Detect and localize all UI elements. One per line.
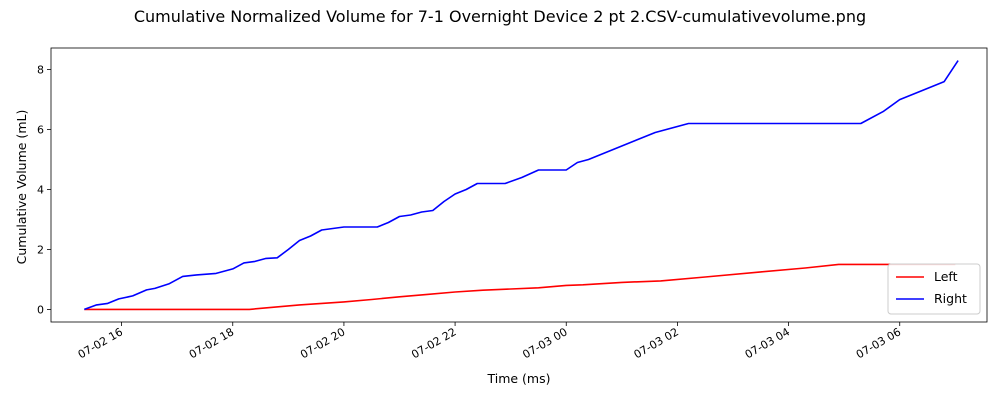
y-tick-label: 8 xyxy=(37,64,44,77)
x-tick-label: 07-02 16 xyxy=(76,325,125,361)
y-tick-label: 4 xyxy=(37,183,44,196)
series-line-right xyxy=(84,61,958,310)
y-axis: 0 2 4 6 8 xyxy=(37,64,51,317)
x-tick-label: 07-02 18 xyxy=(187,325,236,361)
x-tick-label: 07-03 02 xyxy=(632,325,681,361)
legend-label-left: Left xyxy=(934,269,958,284)
x-tick-label: 07-02 20 xyxy=(298,325,347,361)
legend-label-right: Right xyxy=(934,291,967,306)
x-tick-label: 07-03 06 xyxy=(854,325,903,361)
x-tick-label: 07-03 00 xyxy=(520,325,569,361)
plot-frame xyxy=(51,48,987,322)
plot-area xyxy=(51,48,987,322)
y-tick-label: 0 xyxy=(37,303,44,316)
series-line-left xyxy=(84,264,955,309)
y-tick-label: 6 xyxy=(37,124,44,137)
y-tick-label: 2 xyxy=(37,243,44,256)
legend: Left Right xyxy=(888,264,980,314)
x-axis: 07-02 16 07-02 18 07-02 20 07-02 22 07-03 00… xyxy=(76,322,903,361)
chart-title: Cumulative Normalized Volume for 7-1 Ove… xyxy=(134,7,866,26)
x-tick-label: 07-02 22 xyxy=(409,325,458,361)
x-axis-label: Time (ms) xyxy=(486,371,550,386)
x-tick-label: 07-03 04 xyxy=(743,325,792,361)
y-axis-label: Cumulative Volume (mL) xyxy=(14,110,29,265)
